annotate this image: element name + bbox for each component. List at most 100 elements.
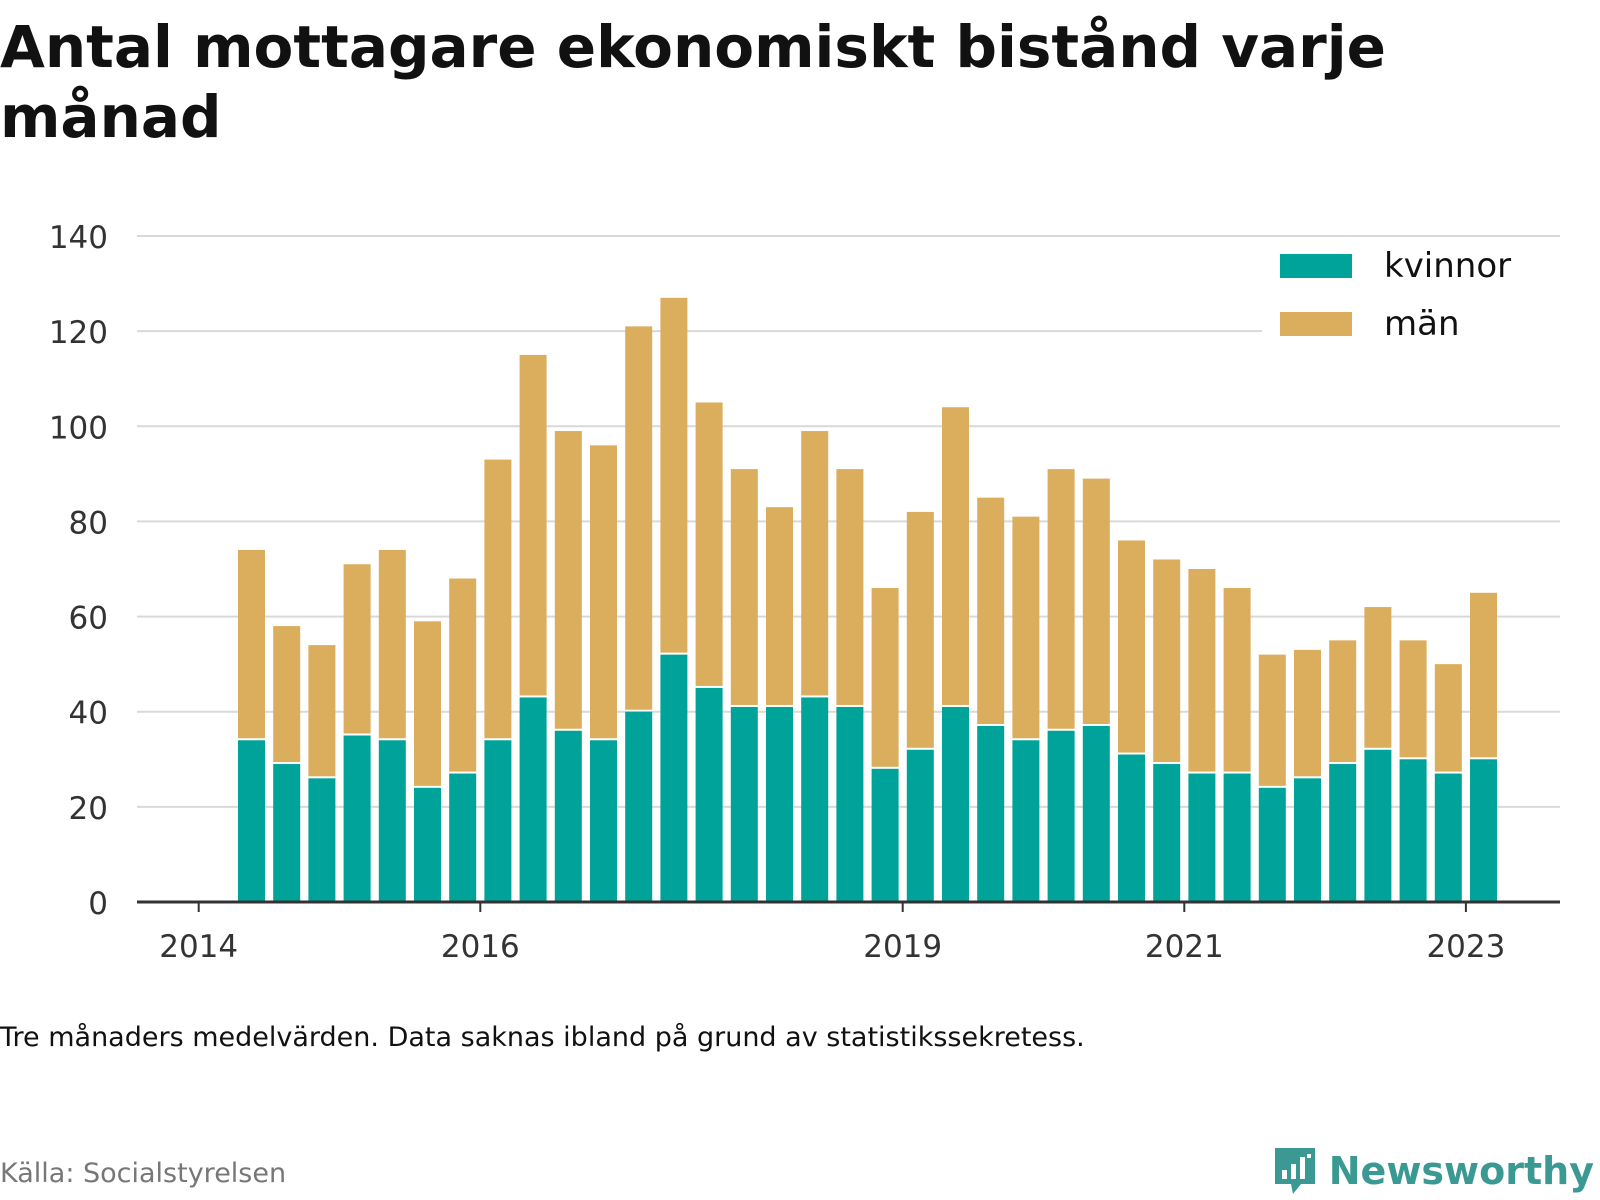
bar-kvinnor	[1258, 787, 1286, 902]
bar-kvinnor	[590, 740, 617, 902]
x-tick-label: 2023	[1426, 929, 1505, 965]
bar-man	[449, 578, 477, 772]
bar-man	[1188, 569, 1216, 772]
bar-man	[1364, 607, 1392, 748]
x-axis-ticks: 2014 2016 2019 2021 2023	[159, 902, 1505, 965]
bar-kvinnor	[1294, 778, 1321, 902]
bar-man	[1118, 540, 1145, 753]
bar-kvinnor	[414, 787, 441, 902]
bar-man	[1223, 588, 1251, 772]
bar-kvinnor	[906, 749, 934, 902]
y-tick-label: 20	[69, 791, 108, 827]
bar-man	[1012, 516, 1040, 739]
bar-man	[1434, 664, 1462, 772]
bar-man	[801, 431, 829, 696]
bar-kvinnor	[1223, 773, 1251, 902]
y-tick-label: 60	[69, 601, 108, 637]
bar-man	[1470, 592, 1497, 758]
x-tick-label: 2019	[863, 929, 942, 965]
bar-man	[625, 326, 653, 710]
bar-kvinnor	[273, 764, 301, 902]
bar-kvinnor	[695, 687, 723, 902]
y-tick-label: 140	[49, 220, 108, 256]
y-tick-label: 0	[88, 886, 108, 922]
y-tick-label: 100	[49, 410, 108, 446]
bar-kvinnor	[1470, 759, 1497, 902]
y-tick-label: 80	[69, 505, 108, 541]
bars	[238, 297, 1497, 902]
bar-kvinnor	[1082, 725, 1110, 902]
bar-kvinnor	[977, 725, 1005, 902]
bar-man	[238, 549, 265, 739]
bar-kvinnor	[1188, 773, 1216, 902]
legend: kvinnor män	[1262, 242, 1562, 352]
bar-man	[590, 445, 617, 739]
bar-kvinnor	[1329, 764, 1357, 902]
bar-man	[1294, 649, 1321, 777]
bar-kvinnor	[484, 740, 512, 902]
bar-kvinnor	[449, 773, 477, 902]
bar-man	[660, 297, 688, 653]
bar-man	[554, 431, 582, 729]
bar-man	[378, 549, 406, 739]
bar-man	[906, 511, 934, 748]
x-tick-label: 2014	[159, 929, 238, 965]
bar-kvinnor	[766, 706, 793, 902]
bar-man	[766, 507, 793, 705]
bar-man	[1329, 640, 1357, 763]
bar-kvinnor	[519, 697, 547, 902]
bar-kvinnor	[1012, 740, 1040, 902]
bar-man	[1082, 478, 1110, 724]
bar-kvinnor	[1153, 764, 1181, 902]
chart-title: Antal mottagare ekonomiskt bistånd varje…	[0, 13, 1386, 151]
x-tick-label: 2016	[441, 929, 520, 965]
newsworthy-logo-icon	[1274, 1148, 1315, 1194]
bar-man	[1153, 559, 1181, 763]
y-axis-labels: 0 20 40 60 80 100 120 140	[49, 220, 108, 922]
bar-man	[942, 407, 969, 705]
brand-logo: Newsworthy	[1271, 1144, 1594, 1198]
bar-kvinnor	[1364, 749, 1392, 902]
legend-label: kvinnor	[1384, 246, 1511, 286]
bar-man	[1399, 640, 1427, 758]
bar-kvinnor	[1118, 754, 1145, 902]
y-tick-label: 40	[69, 696, 108, 732]
source-text: Källa: Socialstyrelsen	[0, 1158, 287, 1189]
bar-man	[484, 459, 512, 739]
bar-man	[308, 645, 336, 777]
legend-swatch	[1280, 254, 1352, 278]
bar-kvinnor	[625, 711, 653, 902]
brand-name: Newsworthy	[1328, 1149, 1594, 1193]
bar-man	[343, 564, 371, 734]
bar-kvinnor	[1434, 773, 1462, 902]
bar-kvinnor	[238, 740, 265, 902]
bar-kvinnor	[1399, 759, 1427, 902]
bar-kvinnor	[836, 706, 864, 902]
bar-man	[414, 621, 441, 786]
x-tick-label: 2021	[1145, 929, 1224, 965]
bar-man	[695, 402, 723, 686]
bar-man	[730, 469, 758, 705]
bar-kvinnor	[942, 706, 969, 902]
legend-label: män	[1384, 304, 1460, 344]
bar-kvinnor	[308, 778, 336, 902]
bar-man	[1258, 654, 1286, 786]
bar-man	[519, 354, 547, 696]
bar-kvinnor	[1047, 730, 1075, 902]
y-tick-label: 120	[49, 315, 108, 351]
bar-man	[977, 497, 1005, 724]
bar-kvinnor	[871, 768, 899, 902]
chart-note: Tre månaders medelvärden. Data saknas ib…	[0, 1022, 1085, 1053]
legend-swatch	[1280, 312, 1352, 336]
bar-kvinnor	[343, 735, 371, 902]
bar-kvinnor	[554, 730, 582, 902]
bar-man	[871, 588, 899, 767]
bar-kvinnor	[801, 697, 829, 902]
bar-man	[1047, 469, 1075, 729]
bar-man	[273, 626, 301, 763]
bar-kvinnor	[378, 740, 406, 902]
bar-kvinnor	[660, 654, 688, 902]
bar-kvinnor	[730, 706, 758, 902]
bar-man	[836, 469, 864, 705]
